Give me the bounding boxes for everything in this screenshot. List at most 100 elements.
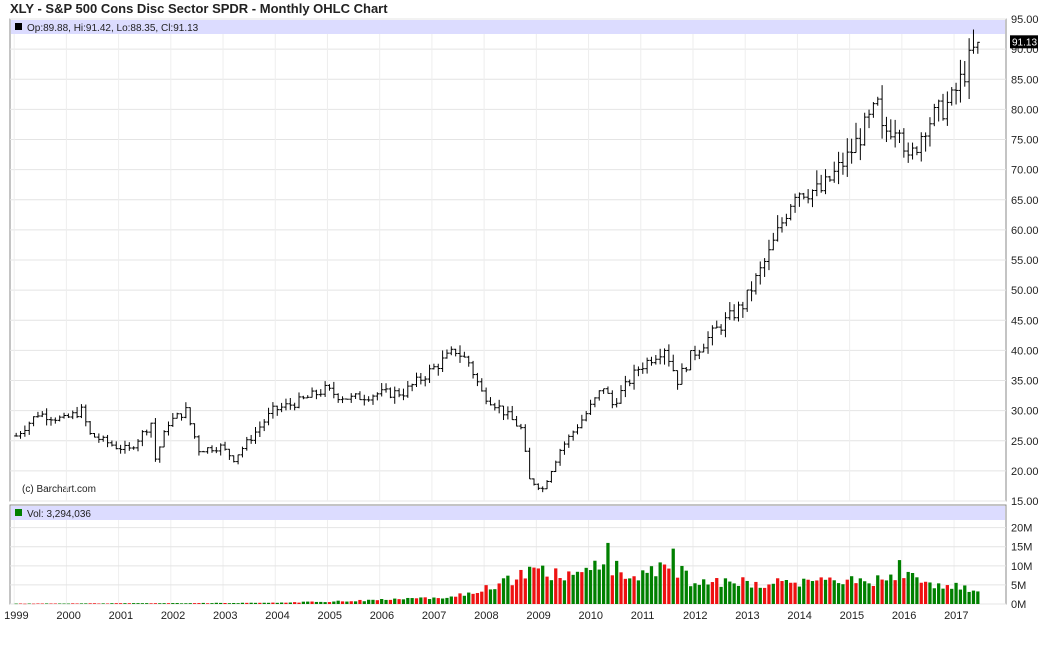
volume-bar	[749, 587, 754, 604]
volume-bar	[593, 560, 597, 604]
ohlc-bar	[305, 395, 310, 399]
ohlc-bar	[758, 261, 763, 285]
ohlc-bar	[540, 486, 545, 493]
volume-bar	[184, 603, 188, 604]
volume-bar	[62, 603, 66, 605]
ohlc-bar	[292, 402, 297, 411]
volume-bar	[810, 581, 815, 604]
ohlc-bar	[653, 355, 658, 365]
ohlc-bar	[266, 407, 271, 426]
ohlc-bar	[640, 362, 645, 374]
ohlc-bar	[627, 379, 632, 387]
ohlc-bar	[853, 122, 858, 154]
ohlc-bar	[679, 363, 684, 385]
ohlc-bar	[836, 151, 841, 185]
ohlc-bar	[880, 85, 885, 139]
ohlc-bar	[349, 393, 354, 403]
ohlc-bar	[845, 138, 850, 177]
volume-bar	[510, 585, 514, 604]
volume-bar	[658, 562, 662, 604]
volume-bar	[654, 576, 658, 604]
ohlc-bar	[867, 109, 872, 129]
volume-bar	[454, 596, 458, 604]
volume-bar	[941, 588, 945, 604]
ohlc-bar	[666, 344, 671, 367]
volume-bar	[319, 601, 323, 604]
ohlc-bar	[431, 363, 436, 370]
ohlc-bar	[22, 425, 27, 437]
year-tick-label: 2012	[683, 610, 707, 622]
ohlc-bar	[723, 312, 728, 338]
volume-bar	[836, 583, 841, 604]
ohlc-bar	[392, 386, 397, 404]
ohlc-bar	[597, 390, 602, 401]
ohlc-bar	[444, 349, 449, 359]
volume-bar	[145, 603, 149, 604]
ohlc-bar	[732, 304, 737, 321]
ohlc-bar	[283, 398, 288, 411]
year-tick-label: 2004	[265, 610, 289, 622]
volume-bar	[427, 599, 432, 604]
ohlc-bar	[35, 411, 40, 418]
ohlc-bar	[562, 441, 567, 455]
ohlc-bar	[927, 117, 932, 147]
volume-bar	[406, 597, 410, 604]
volume-bar	[232, 602, 236, 604]
ohlc-bar	[584, 411, 589, 422]
ohlc-bar	[122, 440, 127, 454]
ohlc-bar	[706, 331, 711, 354]
ohlc-bar	[575, 424, 580, 435]
volume-bar	[88, 603, 92, 604]
volume-bar	[588, 570, 593, 604]
ohlc-bar	[223, 441, 228, 451]
volume-bar	[797, 586, 802, 604]
volume-bar	[127, 603, 131, 604]
ohlc-bar	[18, 431, 23, 439]
volume-bar	[236, 603, 240, 604]
year-tick-label: 2017	[944, 610, 968, 622]
volume-bar	[45, 603, 49, 604]
volume-bar	[31, 603, 36, 605]
volume-bar	[380, 599, 384, 604]
ohlc-bar	[840, 152, 845, 175]
volume-bar	[671, 548, 675, 604]
volume-bar	[249, 602, 253, 604]
volume-bar	[371, 599, 375, 604]
volume-bar	[284, 602, 288, 604]
volume-bar	[462, 595, 466, 604]
volume-bar	[863, 581, 867, 604]
ohlc-bar	[549, 470, 554, 483]
ohlc-bar	[53, 417, 58, 424]
volume-bars	[14, 542, 980, 605]
volume-legend-text: Vol: 3,294,036	[27, 509, 91, 520]
volume-bar	[314, 601, 319, 604]
ohlc-bar	[366, 396, 371, 402]
volume-bar	[514, 579, 519, 604]
volume-bar	[706, 584, 710, 604]
volume-bar	[554, 568, 558, 604]
year-tick-label: 2010	[579, 610, 603, 622]
volume-bar	[793, 582, 797, 604]
ohlc-bar	[214, 447, 219, 454]
ohlc-bar	[149, 422, 154, 438]
volume-bar	[75, 603, 79, 604]
barchart-watermark: (c) Barchart.com	[22, 484, 96, 495]
ohlc-bar	[497, 399, 502, 414]
volume-bar	[101, 603, 105, 604]
year-tick-label: 2003	[213, 610, 237, 622]
volume-bar	[105, 603, 110, 604]
volume-bar	[288, 602, 292, 604]
volume-bar	[689, 586, 693, 604]
ohlc-bar	[96, 433, 101, 443]
ohlc-bar	[131, 446, 136, 450]
price-tick-label: 65.00	[1011, 195, 1039, 207]
ohlc-bar	[14, 432, 19, 437]
ohlc-bar	[227, 448, 232, 460]
ohlc-bar	[414, 372, 419, 388]
ohlc-bars	[14, 29, 980, 493]
ohlc-bar	[793, 193, 798, 213]
ohlc-bar	[144, 429, 149, 436]
ohlc-bar	[344, 398, 349, 400]
volume-bar	[240, 602, 245, 604]
